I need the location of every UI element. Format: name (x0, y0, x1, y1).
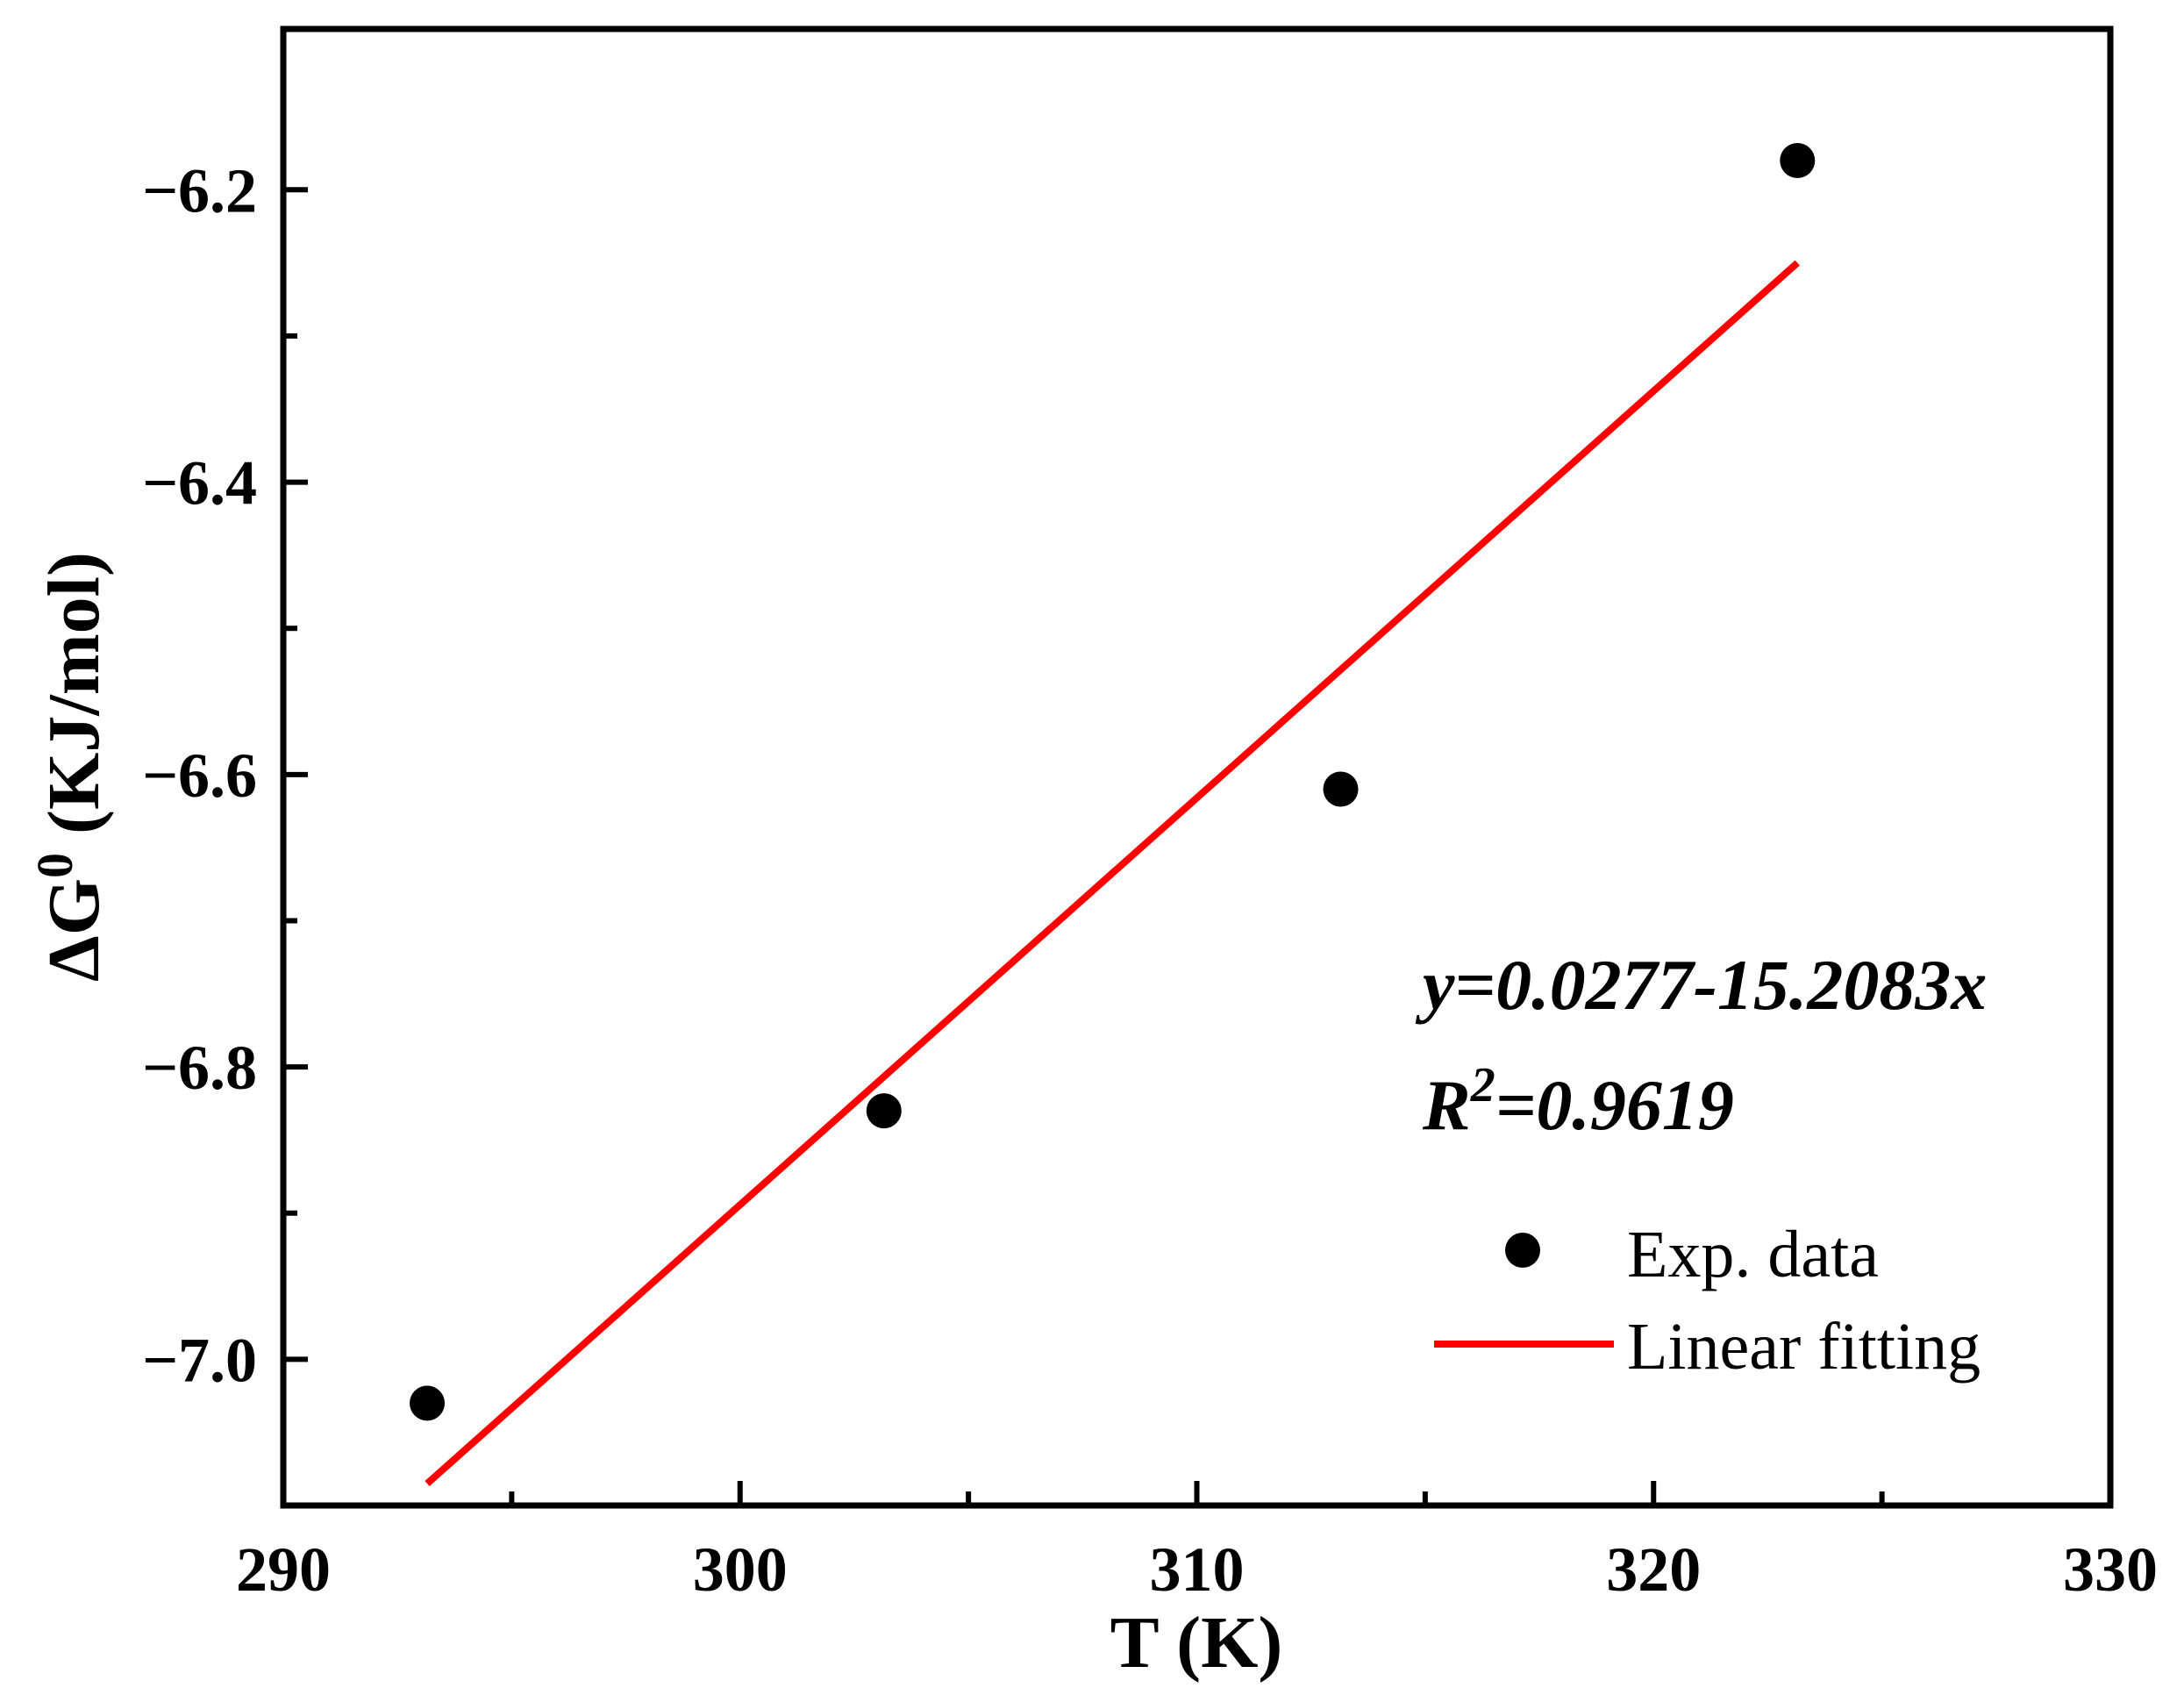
x-axis-title: T (K) (1110, 1602, 1283, 1684)
plot-content (410, 142, 1816, 1486)
exp-data-point (410, 1385, 446, 1421)
y-axis-title: ΔG0 (KJ/mol) (26, 552, 115, 982)
x-tick-label: 300 (693, 1534, 788, 1605)
y-axis-title-suffix: (KJ/mol) (33, 552, 115, 853)
exp-data-point (1323, 771, 1359, 807)
legend: Exp. data Linear fitting (1434, 1218, 1981, 1384)
legend-label-linear-fitting: Linear fitting (1627, 1310, 1981, 1384)
y-tick-label: −6.4 (142, 448, 257, 519)
x-tick-label: 320 (1606, 1534, 1701, 1605)
linear-fitting-line (425, 260, 1800, 1486)
r-squared: R2=0.9619 (1422, 1058, 1734, 1145)
exp-data-point (866, 1093, 902, 1129)
exp-data-point (1780, 142, 1816, 178)
y-tick-label: −7.0 (142, 1325, 257, 1395)
y-tick-label: −6.2 (142, 155, 257, 225)
fit-equation: y=0.0277-15.2083x (1415, 945, 1987, 1025)
y-axis-title-sup: 0 (26, 853, 83, 878)
r-squared-value: =0.9619 (1495, 1065, 1734, 1145)
r-squared-prefix: R (1422, 1065, 1471, 1145)
x-tick-label: 290 (236, 1534, 331, 1605)
legend-marker-exp-data (1505, 1233, 1540, 1268)
r-squared-sup: 2 (1470, 1058, 1495, 1112)
y-tick-label: −6.6 (142, 740, 257, 811)
y-tick-label: −6.8 (142, 1033, 257, 1103)
legend-label-exp-data: Exp. data (1627, 1218, 1879, 1291)
y-axis-title-prefix: ΔG (33, 878, 115, 982)
axis-ticks: 290 300 310 320 330 −7.0 −6.8 −6.6 −6.4 −6.2 (142, 155, 2158, 1605)
x-tick-label: 330 (2063, 1534, 2158, 1605)
x-tick-label: 310 (1150, 1534, 1245, 1605)
